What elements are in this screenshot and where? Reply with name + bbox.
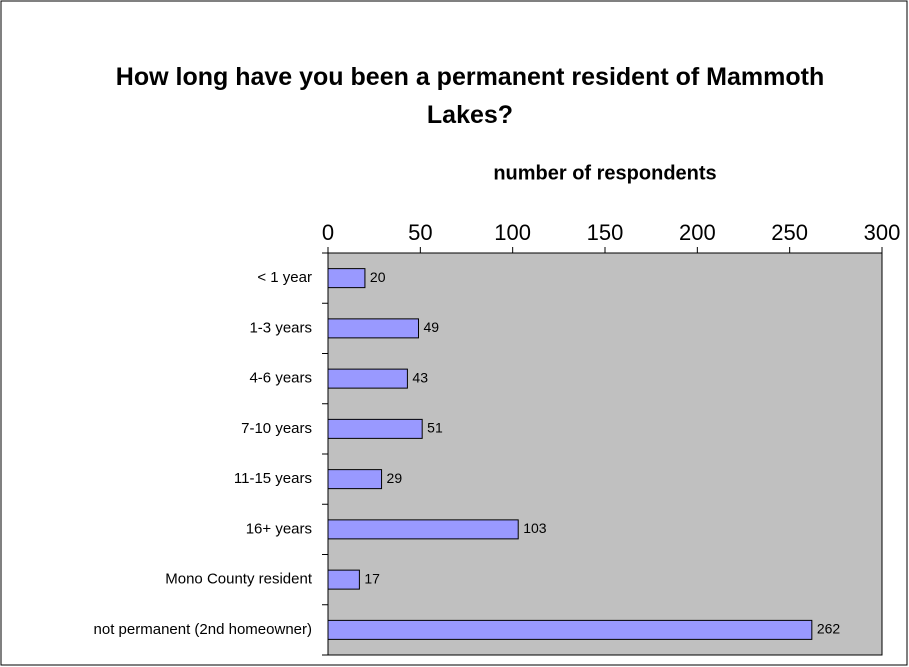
y-tick-label: 11-15 years [234, 470, 312, 487]
plot-area [327, 252, 883, 656]
x-tick-label: 100 [494, 220, 531, 245]
x-tick-label: 50 [408, 220, 432, 245]
y-tick-label: < 1 year [257, 269, 312, 286]
y-tick-label: not permanent (2nd homeowner) [94, 621, 312, 638]
bar [327, 569, 360, 590]
x-tick-label: 200 [679, 220, 716, 245]
data-label: 262 [817, 621, 841, 637]
y-tick-label: 4-6 years [249, 370, 312, 387]
bar [327, 368, 408, 389]
chart-title: How long have you been a permanent resid… [115, 63, 825, 129]
data-label: 17 [364, 570, 380, 586]
y-tick-label: 7-10 years [241, 420, 312, 437]
data-label: 51 [427, 420, 443, 436]
bar [327, 418, 423, 439]
data-label: 20 [370, 269, 386, 285]
x-tick-label: 250 [771, 220, 808, 245]
y-tick-label: 16+ years [246, 520, 312, 537]
x-tick-label: 300 [864, 220, 901, 245]
axis-title: number of respondents [493, 162, 716, 184]
x-tick-label: 150 [587, 220, 624, 245]
bar [327, 469, 383, 490]
x-tick-label: 0 [322, 220, 334, 245]
data-label: 29 [387, 470, 403, 486]
bar [327, 318, 419, 339]
bar [327, 268, 366, 289]
data-label: 103 [523, 520, 547, 536]
data-label: 43 [412, 369, 428, 385]
data-label: 49 [423, 319, 439, 335]
y-tick-label: 1-3 years [249, 319, 312, 336]
y-tick-label: Mono County resident [165, 571, 313, 588]
bar [327, 619, 813, 640]
bar [327, 519, 519, 540]
